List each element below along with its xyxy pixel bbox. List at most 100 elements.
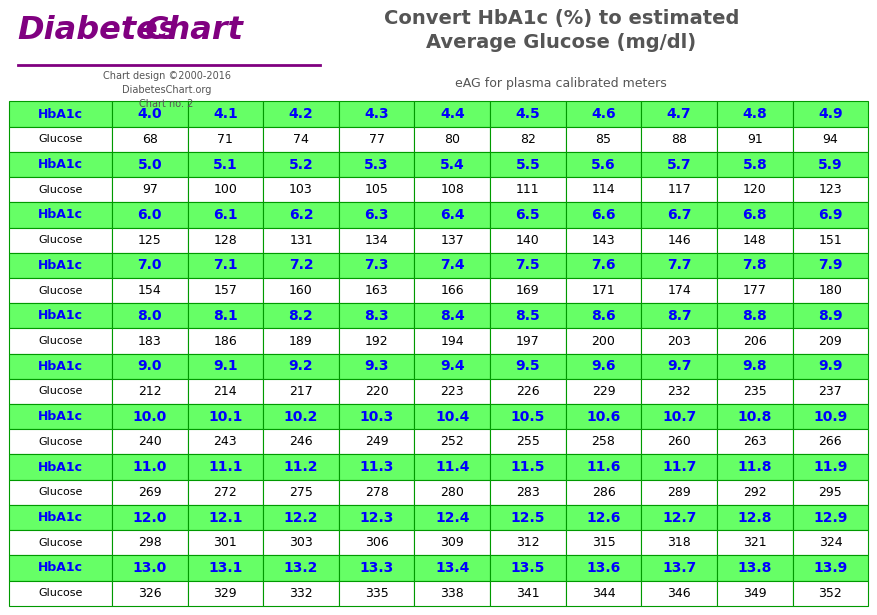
Text: 5.3: 5.3 (364, 157, 389, 172)
Text: 8.1: 8.1 (213, 309, 238, 323)
Text: 71: 71 (217, 133, 233, 146)
Bar (339, 454, 415, 480)
Bar (9, 505, 112, 530)
Text: 335: 335 (365, 587, 389, 600)
Text: 137: 137 (440, 234, 464, 247)
Text: 5.9: 5.9 (818, 157, 843, 172)
Text: 289: 289 (667, 486, 691, 499)
Text: HbA1c: HbA1c (38, 360, 82, 373)
Text: 91: 91 (747, 133, 763, 146)
Text: 7.3: 7.3 (364, 258, 389, 272)
Bar (717, 581, 793, 606)
Text: 186: 186 (213, 335, 238, 347)
Text: 7.1: 7.1 (213, 258, 238, 272)
Text: 9.9: 9.9 (818, 359, 843, 373)
Text: Glucose: Glucose (39, 386, 82, 397)
Text: 160: 160 (289, 284, 313, 297)
Bar (415, 152, 490, 177)
Text: HbA1c: HbA1c (38, 208, 82, 221)
Text: 80: 80 (445, 133, 460, 146)
Text: 6.1: 6.1 (213, 208, 238, 222)
Bar (9, 152, 112, 177)
Bar (112, 127, 188, 152)
Bar (717, 505, 793, 530)
Bar (188, 454, 263, 480)
Bar (793, 530, 868, 555)
Text: 338: 338 (440, 587, 464, 600)
Bar (188, 253, 263, 278)
Text: 10.3: 10.3 (360, 410, 394, 424)
Text: Glucose: Glucose (39, 538, 82, 548)
Text: 11.1: 11.1 (208, 460, 243, 474)
Bar (490, 253, 566, 278)
Text: 226: 226 (516, 385, 539, 398)
Bar (490, 101, 566, 127)
Bar (641, 177, 717, 202)
Bar (490, 379, 566, 404)
Text: 240: 240 (138, 435, 161, 448)
Text: 235: 235 (743, 385, 766, 398)
Text: 326: 326 (138, 587, 161, 600)
Text: 229: 229 (592, 385, 616, 398)
Bar (793, 555, 868, 581)
Bar (717, 228, 793, 253)
Bar (641, 354, 717, 379)
Text: 10.9: 10.9 (813, 410, 847, 424)
Text: 344: 344 (592, 587, 616, 600)
Text: Glucose: Glucose (39, 437, 82, 447)
Text: 7.5: 7.5 (516, 258, 540, 272)
Text: 13.3: 13.3 (360, 561, 394, 575)
Text: 9.7: 9.7 (667, 359, 691, 373)
Text: 269: 269 (138, 486, 161, 499)
Text: 312: 312 (516, 536, 539, 549)
Text: 255: 255 (516, 435, 540, 448)
Bar (490, 303, 566, 328)
Bar (490, 480, 566, 505)
Bar (112, 429, 188, 454)
Text: Convert HbA1c (%) to estimated
Average Glucose (mg/dl): Convert HbA1c (%) to estimated Average G… (383, 9, 739, 52)
Text: 4.8: 4.8 (743, 107, 767, 121)
Text: 131: 131 (289, 234, 313, 247)
Bar (641, 530, 717, 555)
Bar (641, 101, 717, 127)
Text: 220: 220 (365, 385, 389, 398)
Bar (188, 278, 263, 303)
Bar (263, 228, 339, 253)
Bar (641, 127, 717, 152)
Bar (339, 480, 415, 505)
Bar (188, 228, 263, 253)
Text: Glucose: Glucose (39, 134, 82, 145)
Text: 246: 246 (289, 435, 313, 448)
Bar (263, 303, 339, 328)
Bar (112, 152, 188, 177)
Text: 260: 260 (667, 435, 691, 448)
Bar (566, 379, 641, 404)
Text: 68: 68 (142, 133, 158, 146)
Bar (717, 454, 793, 480)
Bar (112, 530, 188, 555)
Bar (717, 379, 793, 404)
Bar (339, 253, 415, 278)
Text: 8.2: 8.2 (289, 309, 313, 323)
Text: 212: 212 (138, 385, 161, 398)
Bar (263, 429, 339, 454)
Text: 194: 194 (440, 335, 464, 347)
Text: 232: 232 (667, 385, 691, 398)
Bar (112, 101, 188, 127)
Text: 9.8: 9.8 (743, 359, 767, 373)
Text: 5.2: 5.2 (289, 157, 313, 172)
Bar (339, 177, 415, 202)
Bar (9, 328, 112, 354)
Bar (641, 505, 717, 530)
Bar (566, 303, 641, 328)
Text: 9.5: 9.5 (516, 359, 540, 373)
Text: 309: 309 (440, 536, 464, 549)
Bar (9, 177, 112, 202)
Bar (793, 581, 868, 606)
Bar (641, 303, 717, 328)
Text: 177: 177 (743, 284, 766, 297)
Text: Glucose: Glucose (39, 588, 82, 598)
Text: 13.7: 13.7 (662, 561, 696, 575)
Bar (717, 530, 793, 555)
Bar (9, 480, 112, 505)
